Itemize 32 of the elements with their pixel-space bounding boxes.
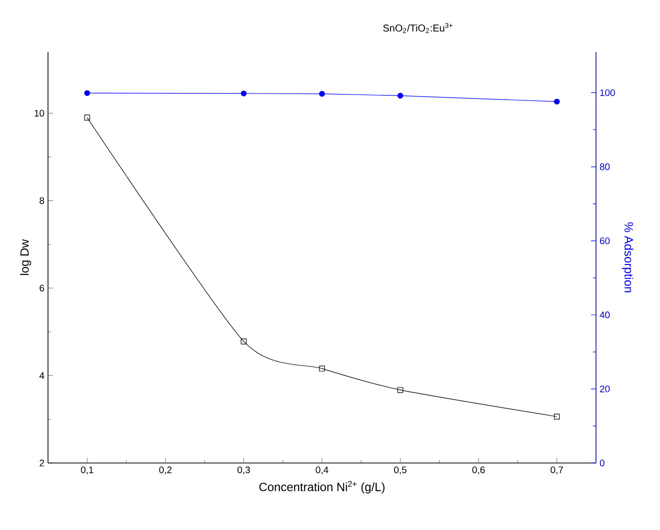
x-tick-label: 0,3 [238, 466, 250, 474]
point [397, 92, 404, 99]
point [397, 387, 404, 393]
point [554, 98, 560, 104]
y2-tick-label: 80 [600, 163, 610, 170]
y2-tick-label: 60 [600, 237, 610, 244]
y2-tick-label: 20 [600, 386, 610, 392]
x-tick-label: 0,6 [472, 466, 485, 474]
point [84, 114, 90, 120]
y2-tick-label: 0 [600, 460, 604, 466]
y2-axis-title: % Adsorption [622, 222, 634, 292]
point [319, 366, 325, 372]
y-tick-label: 6 [40, 284, 44, 292]
point [319, 90, 325, 97]
y-tick-label: 2 [40, 460, 44, 466]
x-tick-label: 0,4 [316, 466, 328, 474]
y-tick-label: 10 [34, 110, 44, 117]
x-tick-label: 0,2 [159, 466, 172, 474]
x-tick-label: 0,1 [80, 466, 94, 474]
y-tick-label: 4 [39, 372, 44, 379]
x-axis-title: Concentration Ni$^{2+}$ (g/L) [259, 481, 385, 494]
y-tick-label: 8 [40, 197, 44, 204]
y2-tick-label: 100 [600, 89, 615, 96]
y-axis-title: log Dw [20, 239, 32, 275]
chart-title: SnO$_{2}$/TiO$_{2}$:Eu$^{3+}$ [383, 23, 452, 33]
point [84, 90, 90, 96]
y2-tick-label: 40 [600, 312, 610, 318]
x-tick-label: 0,5 [394, 466, 406, 474]
point [554, 414, 560, 420]
point [240, 338, 247, 344]
point [240, 90, 247, 96]
x-tick-label: 0,7 [550, 466, 563, 474]
